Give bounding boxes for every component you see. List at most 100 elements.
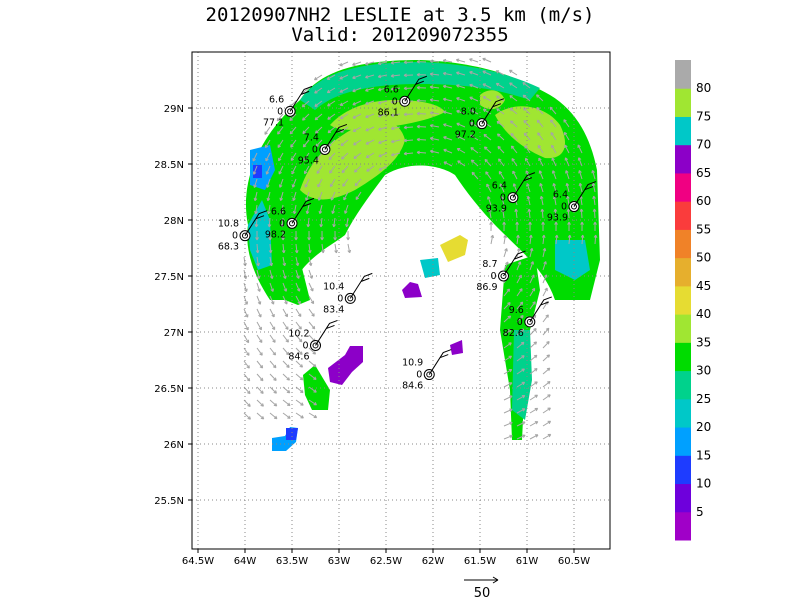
- y-tick-labels: 25.5N 26N 26.5N 27N 27.5N 28N 28.5N 29N: [154, 104, 192, 507]
- wind-vector: [243, 282, 248, 292]
- colorbar-swatch: [675, 116, 691, 146]
- wind-vector: [339, 100, 349, 106]
- echo-blue-cell-dark: [286, 428, 298, 440]
- wind-vector: [503, 408, 513, 414]
- wind-vector: [483, 133, 492, 141]
- wind-vector: [279, 191, 284, 202]
- station-bottom-value: 86.1: [378, 107, 399, 118]
- wind-vector: [495, 82, 505, 89]
- wind-vector: [580, 234, 585, 245]
- station-bottom-value: 86.9: [476, 282, 497, 293]
- wind-vector: [542, 261, 547, 271]
- station-top-value: 8.0: [461, 107, 476, 118]
- colorbar-swatch: [675, 427, 691, 456]
- wind-vector: [277, 139, 284, 148]
- wind-vector: [269, 282, 274, 292]
- wind-vector: [342, 178, 349, 187]
- wind-vector: [537, 144, 544, 154]
- wind-vector: [340, 139, 349, 147]
- wind-vector: [591, 182, 596, 193]
- x-tick-label: 63W: [328, 556, 351, 567]
- colorbar-swatch: [675, 370, 691, 400]
- wind-vector: [252, 165, 258, 175]
- wind-vector: [339, 113, 349, 120]
- colorbar-swatch: [675, 398, 691, 428]
- wind-vector: [295, 282, 301, 292]
- colorbar-swatch: [675, 511, 691, 541]
- wind-vector: [483, 146, 492, 154]
- wind-vector: [529, 247, 534, 258]
- wind-vector: [295, 399, 304, 406]
- station-top-value: 10.2: [288, 328, 309, 339]
- station-left-value: 0: [279, 218, 285, 229]
- wind-vector: [302, 113, 310, 121]
- wind-vector: [403, 138, 414, 143]
- station-top-value: 7.4: [304, 132, 319, 143]
- wind-vector: [295, 347, 303, 355]
- colorbar-label: 75: [696, 109, 711, 123]
- wind-vector: [470, 147, 479, 154]
- wind-vector: [416, 124, 427, 129]
- wind-vector: [295, 334, 303, 343]
- wind-vector: [345, 217, 349, 228]
- wind-vector: [256, 412, 265, 420]
- wind-vector: [503, 288, 511, 297]
- y-tick-label: 27N: [164, 328, 184, 339]
- wind-vector: [488, 208, 492, 219]
- x-tick-label: 61.5W: [464, 556, 496, 567]
- wind-vector: [564, 144, 570, 154]
- wind-vector: [352, 113, 362, 119]
- wind-vector: [353, 165, 362, 173]
- wind-vector: [403, 86, 414, 91]
- wind-vector: [577, 157, 583, 167]
- station-left-value: 0: [561, 202, 567, 213]
- plot-frame: [191, 51, 611, 550]
- wind-vector: [542, 420, 552, 427]
- wind-vector: [529, 407, 539, 414]
- station-left-value: 0: [312, 144, 318, 155]
- wind-vector: [306, 217, 311, 228]
- wind-vector: [516, 301, 524, 310]
- wind-vector: [566, 195, 570, 206]
- station-bottom-value: 83.4: [323, 304, 344, 315]
- wind-vector: [378, 152, 388, 158]
- wind-vector: [429, 111, 440, 115]
- wind-vector: [593, 234, 598, 245]
- wind-vector: [469, 122, 479, 128]
- reference-vector: 50: [464, 576, 499, 600]
- station-circle-inner: [287, 108, 294, 115]
- wind-vector: [294, 230, 298, 241]
- wind-vector: [552, 182, 557, 193]
- wind-vector: [243, 399, 251, 407]
- wind-vector: [526, 195, 531, 206]
- station-left-value: 0: [277, 106, 283, 117]
- wind-vector: [511, 158, 518, 167]
- wind-vector: [503, 261, 509, 271]
- colorbar-swatch: [675, 201, 691, 230]
- wind-vector: [509, 107, 518, 115]
- echo-purple-1: [328, 346, 363, 385]
- wind-vector: [256, 308, 262, 318]
- colorbar-label: 65: [696, 166, 711, 180]
- wind-vector: [522, 81, 531, 89]
- station-bottom-value: 68.3: [218, 242, 239, 253]
- wind-vector: [328, 152, 336, 161]
- wind-vector: [256, 386, 264, 394]
- wind-vector: [254, 217, 259, 228]
- wind-vector: [256, 373, 264, 382]
- wind-vector: [302, 126, 310, 135]
- station-circle-inner: [312, 342, 319, 349]
- wind-vector: [593, 221, 597, 232]
- wind-vector: [510, 132, 518, 141]
- wind-vector: [500, 196, 505, 206]
- wind-barb: [349, 272, 373, 299]
- station-circle-inner: [509, 194, 516, 201]
- wind-vector: [503, 355, 513, 362]
- wind-vector: [304, 178, 310, 188]
- colorbar-swatch: [675, 229, 691, 259]
- wind-vector: [282, 412, 291, 419]
